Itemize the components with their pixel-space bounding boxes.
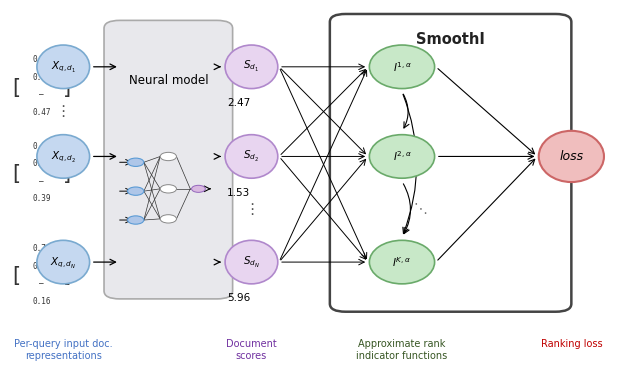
Text: 0.39: 0.39 — [32, 194, 51, 204]
Text: Per-query input doc.
representations: Per-query input doc. representations — [14, 339, 113, 361]
Text: 0.03: 0.03 — [32, 142, 51, 151]
Text: ⋱: ⋱ — [414, 202, 428, 216]
Text: —: — — [39, 279, 44, 288]
Text: Ranking loss: Ranking loss — [541, 339, 602, 349]
Text: 0.16: 0.16 — [32, 297, 51, 306]
Text: 0.74: 0.74 — [32, 244, 51, 253]
Text: [: [ — [12, 164, 20, 184]
Text: SmoothI: SmoothI — [416, 32, 485, 47]
Circle shape — [127, 187, 144, 195]
Ellipse shape — [37, 240, 90, 284]
Circle shape — [127, 158, 144, 166]
Text: 0.41: 0.41 — [32, 262, 51, 270]
Text: Approximate rank
indicator functions: Approximate rank indicator functions — [356, 339, 447, 361]
Text: —: — — [39, 90, 44, 99]
Ellipse shape — [369, 240, 435, 284]
Ellipse shape — [369, 135, 435, 178]
Ellipse shape — [539, 131, 604, 182]
Text: $X_{q,d_2}$: $X_{q,d_2}$ — [51, 149, 76, 164]
Text: 0.08: 0.08 — [32, 73, 51, 82]
Text: [: [ — [12, 266, 20, 287]
Text: $I^{K,\alpha}$: $I^{K,\alpha}$ — [392, 255, 412, 269]
Text: loss: loss — [559, 150, 584, 163]
Ellipse shape — [225, 240, 278, 284]
Ellipse shape — [225, 45, 278, 89]
Ellipse shape — [37, 135, 90, 178]
Text: $I^{1,\alpha}$: $I^{1,\alpha}$ — [392, 60, 412, 74]
Ellipse shape — [37, 45, 90, 89]
Text: ⋮: ⋮ — [244, 202, 259, 217]
Text: $S_{d_2}$: $S_{d_2}$ — [243, 149, 259, 164]
Text: [: [ — [12, 78, 20, 98]
Text: Document
scores: Document scores — [226, 339, 277, 361]
Text: 5.96: 5.96 — [227, 293, 250, 304]
Text: Neural model: Neural model — [129, 74, 208, 87]
Ellipse shape — [225, 135, 278, 178]
Circle shape — [127, 216, 144, 224]
Text: $S_{d_N}$: $S_{d_N}$ — [243, 255, 260, 270]
Circle shape — [160, 185, 177, 193]
Text: $X_{q,d_N}$: $X_{q,d_N}$ — [50, 255, 76, 269]
Text: 0.24: 0.24 — [32, 159, 51, 168]
Text: ]: ] — [63, 78, 71, 98]
Ellipse shape — [369, 45, 435, 89]
Text: $X_{q,d_1}$: $X_{q,d_1}$ — [51, 59, 76, 74]
FancyBboxPatch shape — [104, 20, 232, 299]
Circle shape — [191, 185, 205, 192]
Text: ]: ] — [63, 164, 71, 184]
Text: 1.53: 1.53 — [227, 188, 250, 198]
Text: 0.13: 0.13 — [32, 55, 51, 64]
Text: 0.47: 0.47 — [32, 108, 51, 117]
Text: ]: ] — [63, 266, 71, 287]
Text: $I^{2,\alpha}$: $I^{2,\alpha}$ — [392, 149, 412, 163]
Text: ⋮: ⋮ — [56, 104, 71, 119]
Text: 2.47: 2.47 — [227, 98, 250, 108]
Text: $S_{d_1}$: $S_{d_1}$ — [243, 59, 259, 74]
Text: —: — — [39, 177, 44, 186]
Circle shape — [160, 215, 177, 223]
Circle shape — [160, 152, 177, 161]
